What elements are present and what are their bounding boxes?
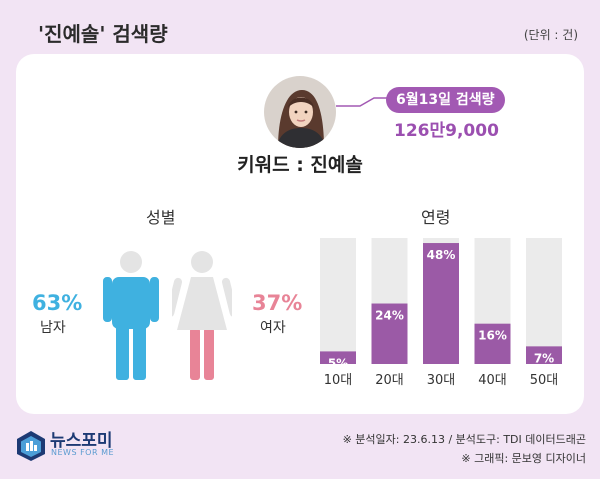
male-figure-icon (103, 251, 159, 380)
age-bar-value-label: 48% (427, 248, 456, 262)
analysis-credit: ※ 분석일자: 23.6.13 / 분석도구: TDI 데이터드래곤 (342, 433, 586, 446)
age-bar-value-label: 24% (375, 309, 404, 323)
female-figure-icon (172, 251, 232, 380)
age-bar-track (320, 238, 356, 364)
avatar (264, 76, 336, 148)
male-label: 남자 (40, 320, 66, 336)
age-category-label: 50대 (530, 373, 559, 388)
age-bar (320, 351, 356, 364)
age-category-label: 10대 (324, 373, 353, 388)
age-bar-value-label: 16% (478, 329, 507, 343)
age-bar (526, 346, 562, 364)
male-percent: 63% (32, 291, 83, 315)
female-percent: 37% (252, 291, 303, 315)
age-category-label: 30대 (427, 373, 456, 388)
age-bar-value-label: 7% (534, 351, 554, 365)
male-fill (103, 274, 159, 380)
logo-subtitle: NEWS FOR ME (51, 448, 115, 457)
infographic-card: 6월13일 검색량 126만9,000 키워드 : 진예솔 성별 연령 63% … (16, 54, 584, 414)
graphic-credit: ※ 그래픽: 문보영 디자이너 (461, 452, 586, 465)
age-bar (423, 243, 459, 364)
logo-name: 뉴스포미 (50, 431, 113, 451)
age-bar (474, 323, 511, 364)
news-for-me-logo-icon (17, 431, 45, 461)
unit-label: (단위 : 건) (523, 28, 578, 42)
age-bar-value-label: 5% (328, 356, 348, 370)
age-bar-chart: 5% 10대 24% 20대 48% 30대 16% 40대 7% 50대 (320, 238, 562, 388)
age-bar (371, 303, 408, 364)
leader-line (336, 97, 390, 107)
age-category-label: 40대 (478, 373, 507, 388)
search-count: 126만9,000 (394, 121, 499, 141)
keyword-title: 키워드 : 진예솔 (237, 154, 363, 176)
age-category-label: 20대 (375, 373, 404, 388)
page-title: '진예솔' 검색량 (38, 22, 168, 46)
female-fill (172, 330, 232, 380)
date-badge: 6월13일 검색량 (386, 87, 505, 113)
gender-title: 성별 (146, 208, 176, 227)
age-bar-track (526, 238, 562, 364)
age-title: 연령 (421, 208, 451, 227)
female-label: 여자 (260, 320, 286, 336)
